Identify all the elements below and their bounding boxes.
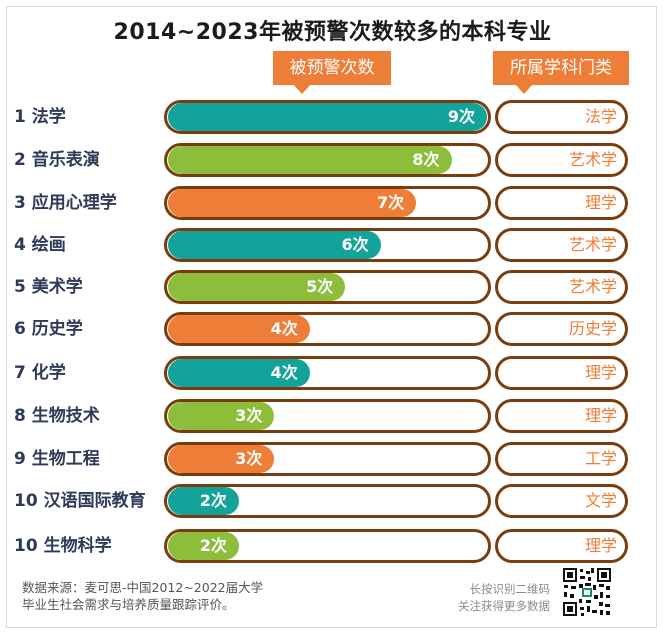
bar	[168, 315, 310, 343]
bar	[168, 146, 452, 174]
row-label: 9 生物工程	[14, 449, 100, 469]
category-label: 理学	[495, 399, 628, 433]
bar-value-label: 3次	[235, 406, 263, 425]
bar	[168, 402, 275, 430]
category-label: 工学	[495, 442, 628, 476]
source-line-1: 数据来源：麦可思-中国2012~2022届大学	[22, 580, 264, 595]
bar	[168, 103, 487, 131]
category-label: 理学	[495, 529, 628, 563]
row-label: 6 历史学	[14, 319, 83, 339]
category-label: 历史学	[495, 312, 628, 346]
category-header-callout: 所属学科门类	[493, 51, 629, 94]
bar	[168, 231, 381, 259]
bar-value-label: 4次	[270, 363, 298, 382]
row-label: 5 美术学	[14, 277, 83, 297]
category-label: 文学	[495, 484, 628, 518]
source-line-2: 毕业生社会需求与培养质量跟踪评价。	[22, 597, 235, 612]
row-label: 10 汉语国际教育	[14, 491, 146, 511]
bar-value-label: 6次	[341, 235, 369, 254]
row-label: 3 应用心理学	[14, 193, 117, 213]
qr-caption: 长按识别二维码 关注获得更多数据	[430, 581, 550, 615]
row-label: 2 音乐表演	[14, 150, 100, 170]
source-note: 数据来源：麦可思-中国2012~2022届大学 毕业生社会需求与培养质量跟踪评价…	[22, 579, 263, 613]
category-label: 法学	[495, 100, 628, 134]
bar-value-label: 5次	[306, 277, 334, 296]
category-header-label: 所属学科门类	[510, 58, 612, 78]
row-label: 10 生物科学	[14, 536, 112, 556]
bar	[168, 359, 310, 387]
qr-code-icon[interactable]	[562, 567, 612, 617]
value-header-label: 被预警次数	[289, 58, 375, 78]
bar-value-label: 2次	[199, 491, 227, 510]
category-label: 理学	[495, 356, 628, 390]
row-label: 1 法学	[14, 107, 66, 127]
chart-title: 2014~2023年被预警次数较多的本科专业	[113, 20, 552, 45]
bar-value-label: 4次	[270, 319, 298, 338]
category-label: 理学	[495, 186, 628, 220]
bar-value-label: 3次	[235, 449, 263, 468]
category-label: 艺术学	[495, 143, 628, 177]
row-label: 4 绘画	[14, 235, 66, 255]
callout-pointer	[515, 84, 533, 94]
qr-caption-line-2: 关注获得更多数据	[458, 599, 550, 613]
qr-caption-line-1: 长按识别二维码	[469, 582, 551, 596]
category-label: 艺术学	[495, 270, 628, 304]
callout-pointer	[293, 84, 311, 94]
bar	[168, 189, 417, 217]
bar	[168, 273, 346, 301]
row-label: 8 生物技术	[14, 406, 100, 426]
bar-value-label: 9次	[447, 107, 475, 126]
bar	[168, 532, 239, 560]
chart-frame	[6, 6, 657, 628]
bar-value-label: 7次	[376, 193, 405, 212]
category-label: 艺术学	[495, 228, 628, 262]
bar-value-label: 2次	[199, 536, 227, 555]
bar	[168, 445, 275, 473]
bar-value-label: 8次	[412, 150, 440, 169]
bar	[168, 487, 239, 515]
row-label: 7 化学	[14, 363, 66, 383]
value-header-callout: 被预警次数	[273, 51, 391, 94]
